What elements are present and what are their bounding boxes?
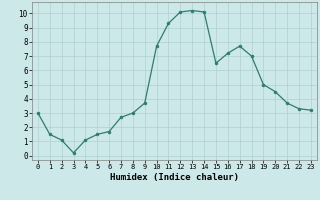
X-axis label: Humidex (Indice chaleur): Humidex (Indice chaleur) (110, 173, 239, 182)
